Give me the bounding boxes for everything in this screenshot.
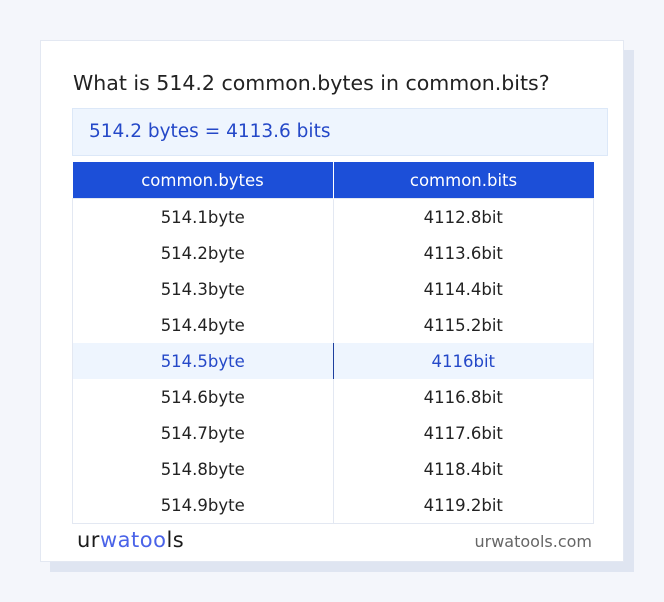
- cell-bits: 4115.2bit: [332, 307, 594, 343]
- header-bytes: common.bytes: [72, 162, 333, 199]
- table-row: 514.1byte 4112.8bit: [73, 198, 594, 235]
- urwatools-logo: urwatools: [77, 528, 185, 552]
- conversion-card: What is 514.2 common.bytes in common.bit…: [40, 40, 624, 562]
- page-title: What is 514.2 common.bytes in common.bit…: [73, 71, 550, 95]
- site-url: urwatools.com: [474, 532, 593, 551]
- cell-bits: 4114.4bit: [332, 271, 594, 307]
- result-box: 514.2 bytes = 4113.6 bits: [72, 108, 608, 156]
- cell-bytes: 514.9byte: [160, 495, 245, 515]
- table-row: 514.3byte 4114.4bit: [73, 271, 594, 307]
- cell-bytes: 514.8byte: [160, 459, 245, 479]
- table-row: 514.6byte 4116.8bit: [73, 379, 594, 415]
- table-row: 514.4byte 4115.2bit: [73, 307, 594, 343]
- cell-bytes: 514.1byte: [160, 207, 245, 227]
- cell-bytes: 514.4byte: [160, 315, 245, 335]
- cell-bits: 4113.6bit: [332, 235, 594, 271]
- cell-bytes: 514.3byte: [160, 279, 245, 299]
- header-bits: common.bits: [332, 162, 594, 199]
- result-text: 514.2 bytes = 4113.6 bits: [89, 121, 331, 142]
- table-header: common.bytes common.bits: [72, 162, 594, 199]
- cell-bits: 4117.6bit: [332, 415, 594, 451]
- table-row: 514.2byte 4113.6bit: [73, 235, 594, 271]
- cell-bits: 4116.8bit: [332, 379, 594, 415]
- cell-bits: 4112.8bit: [332, 198, 594, 235]
- table-row: 514.7byte 4117.6bit: [73, 415, 594, 451]
- table-row: 514.8byte 4118.4bit: [73, 451, 594, 487]
- cell-bits: 4118.4bit: [332, 451, 594, 487]
- cell-bytes: 514.2byte: [160, 243, 245, 263]
- conversion-table: common.bytes common.bits 514.1byte 4112.8…: [72, 162, 594, 524]
- cell-bytes: 514.5byte: [72, 343, 333, 379]
- table-row: 514.9byte 4119.2bit: [73, 487, 594, 524]
- cell-bytes: 514.6byte: [160, 387, 245, 407]
- cell-bits: 4119.2bit: [332, 487, 594, 524]
- table-row: 514.5byte 4116bit: [72, 343, 594, 379]
- cell-bytes: 514.7byte: [160, 423, 245, 443]
- cell-bits: 4116bit: [332, 343, 594, 379]
